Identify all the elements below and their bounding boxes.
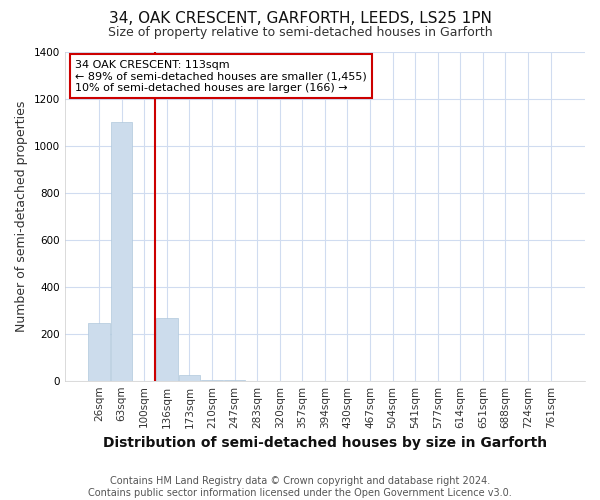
Bar (111, 122, 133, 380)
X-axis label: Distribution of semi-detached houses by size in Garforth: Distribution of semi-detached houses by … (103, 436, 547, 450)
Text: 34, OAK CRESCENT, GARFORTH, LEEDS, LS25 1PN: 34, OAK CRESCENT, GARFORTH, LEEDS, LS25 … (109, 11, 491, 26)
Text: Size of property relative to semi-detached houses in Garforth: Size of property relative to semi-detach… (107, 26, 493, 39)
Text: Contains HM Land Registry data © Crown copyright and database right 2024.
Contai: Contains HM Land Registry data © Crown c… (88, 476, 512, 498)
Bar (156, 318, 178, 380)
Text: 34 OAK CRESCENT: 113sqm
← 89% of semi-detached houses are smaller (1,455)
10% of: 34 OAK CRESCENT: 113sqm ← 89% of semi-de… (75, 60, 367, 93)
Y-axis label: Number of semi-detached properties: Number of semi-detached properties (15, 100, 28, 332)
Bar (179, 375, 200, 380)
Bar (88, 323, 110, 380)
